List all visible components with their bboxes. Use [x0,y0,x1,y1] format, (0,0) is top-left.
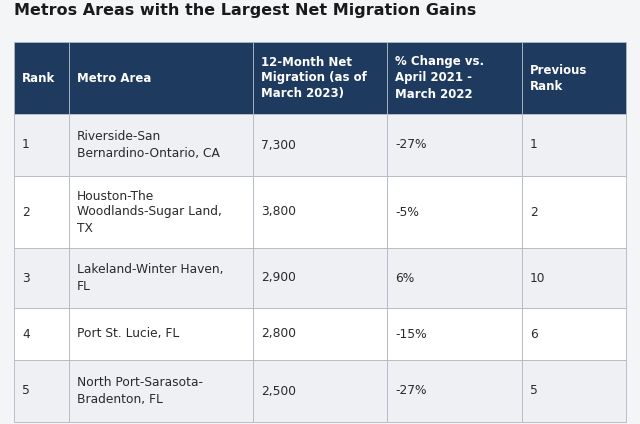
Text: -15%: -15% [396,327,427,340]
Text: Metro Area: Metro Area [77,72,152,84]
Bar [387,248,522,308]
Text: 12-Month Net
Migration (as of
March 2023): 12-Month Net Migration (as of March 2023… [260,56,367,100]
Text: 3,800: 3,800 [260,206,296,218]
Bar [387,360,522,422]
Bar [14,42,69,114]
Bar [522,176,626,248]
Text: 4: 4 [22,327,29,340]
Bar [522,360,626,422]
Text: Lakeland-Winter Haven,
FL: Lakeland-Winter Haven, FL [77,263,223,293]
Bar [69,114,253,176]
Bar [69,176,253,248]
Bar [14,360,69,422]
Bar [387,114,522,176]
Bar [14,114,69,176]
Text: 10: 10 [530,271,545,285]
Bar [253,42,387,114]
Text: -27%: -27% [396,385,427,398]
Text: 2,500: 2,500 [260,385,296,398]
Bar [253,114,387,176]
Text: 2: 2 [530,206,538,218]
Bar [387,308,522,360]
Bar [69,308,253,360]
Bar [522,114,626,176]
Text: 6: 6 [530,327,538,340]
Text: Metros Areas with the Largest Net Migration Gains: Metros Areas with the Largest Net Migrat… [14,3,476,18]
Bar [253,308,387,360]
Bar [14,248,69,308]
Text: 1: 1 [22,139,29,151]
Bar [387,42,522,114]
Bar [522,42,626,114]
Text: 5: 5 [530,385,538,398]
Bar [69,248,253,308]
Text: North Port-Sarasota-
Bradenton, FL: North Port-Sarasota- Bradenton, FL [77,377,203,405]
Text: 5: 5 [22,385,30,398]
Bar [522,248,626,308]
Bar [253,176,387,248]
Text: 6%: 6% [396,271,415,285]
Text: 2,800: 2,800 [260,327,296,340]
Text: Port St. Lucie, FL: Port St. Lucie, FL [77,327,179,340]
Bar [253,360,387,422]
Text: Rank: Rank [22,72,55,84]
Text: Previous
Rank: Previous Rank [530,64,588,92]
Text: 1: 1 [530,139,538,151]
Bar [14,308,69,360]
Text: -27%: -27% [396,139,427,151]
Bar [14,176,69,248]
Text: 2,900: 2,900 [260,271,296,285]
Text: 3: 3 [22,271,29,285]
Text: Houston-The
Woodlands-Sugar Land,
TX: Houston-The Woodlands-Sugar Land, TX [77,190,222,234]
Text: -5%: -5% [396,206,419,218]
Text: Riverside-San
Bernardino-Ontario, CA: Riverside-San Bernardino-Ontario, CA [77,131,220,159]
Text: 7,300: 7,300 [260,139,296,151]
Bar [253,248,387,308]
Bar [387,176,522,248]
Text: % Change vs.
April 2021 -
March 2022: % Change vs. April 2021 - March 2022 [396,56,484,100]
Bar [69,42,253,114]
Bar [69,360,253,422]
Bar [522,308,626,360]
Text: 2: 2 [22,206,29,218]
